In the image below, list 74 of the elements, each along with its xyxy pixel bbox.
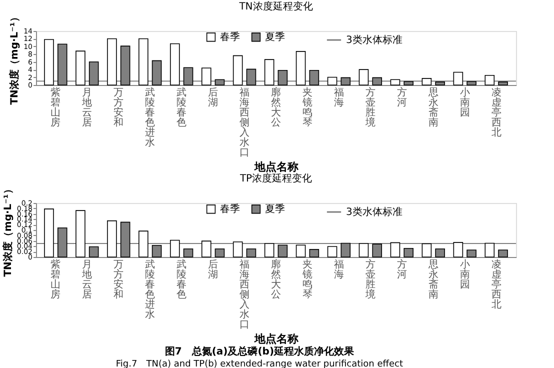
legend-label: 春季 (220, 31, 240, 44)
bar (390, 79, 400, 86)
bar (358, 243, 369, 258)
x-tick-label: 紫碧山房 (50, 258, 61, 300)
bar (358, 69, 369, 86)
x-tick-label: 武陵春色进水 (145, 258, 156, 320)
bar (107, 220, 117, 258)
x-tick-label: 武陵春色 (176, 86, 187, 128)
x-tick-label: 小南园 (460, 86, 470, 118)
chart-title: TP浓度延程变化 (238, 172, 312, 185)
legend-label: 夏季 (265, 203, 285, 216)
bar (201, 68, 212, 86)
x-tick-label: 思永斋南 (427, 260, 438, 300)
x-tick-label: 廓然大公 (271, 86, 281, 128)
bar (484, 74, 495, 86)
x-tick-label: 武陵春色进水 (145, 86, 156, 148)
bar (422, 78, 432, 86)
x-tick-label: 方壶胜境 (364, 258, 376, 300)
bar (390, 242, 400, 258)
bar (170, 240, 180, 258)
x-tick-label: 方河 (396, 86, 407, 108)
legend-label: 3类水体标准 (346, 206, 402, 218)
x-tick-label: 紫碧山房 (50, 86, 61, 128)
bar (138, 38, 148, 86)
x-tick-label: 方壶胜境 (364, 86, 376, 128)
x-tick-label: 夹镜鸣琴 (301, 86, 312, 128)
bar (76, 210, 86, 258)
y-axis-title: TN浓度（mg·L⁻¹） (2, 184, 14, 277)
bar (170, 43, 180, 86)
bar (232, 55, 243, 86)
x-tick-label: 凌虚亭西北 (491, 258, 502, 310)
x-tick-label: 凌虚亭西北 (491, 86, 502, 138)
x-tick-label: 月地云居 (81, 260, 92, 300)
bar (327, 76, 338, 86)
bar (232, 241, 243, 258)
bar (138, 230, 148, 258)
legend-label: 春季 (220, 203, 240, 216)
x-tick-label: 万方安和 (114, 88, 124, 128)
x-tick-label: 夹镜鸣琴 (301, 258, 312, 300)
x-axis-title: 地点名称 (254, 332, 300, 346)
x-tick-label: 小南园 (460, 258, 470, 290)
bar (264, 243, 274, 258)
bar (44, 39, 54, 86)
bar (76, 50, 86, 86)
bar (453, 72, 464, 86)
y-axis-title: TN浓度（mg·L⁻¹） (8, 12, 21, 105)
x-tick-label: 万方安和 (114, 260, 124, 300)
x-tick-label: 福海西侧入水口 (240, 86, 250, 158)
caption: Fig.7 TN(a) and TP(b) extended-range water purification effect (116, 360, 404, 368)
legend-label: 3类水体标准 (346, 34, 402, 46)
x-tick-label: 方河 (396, 258, 407, 280)
bar (44, 208, 54, 258)
chart-title: TN浓度延程变化 (238, 0, 313, 13)
bar (201, 240, 212, 258)
bar (264, 59, 274, 86)
bar (327, 246, 338, 258)
x-tick-label: 思永斋南 (427, 88, 438, 128)
x-tick-label: 后湖 (208, 258, 218, 280)
bar (296, 244, 306, 258)
bar (484, 242, 495, 258)
legend-label: 夏季 (265, 31, 285, 44)
x-tick-label: 武陵春色 (176, 258, 187, 300)
bar (422, 243, 432, 258)
x-tick-label: 福海 (334, 258, 344, 280)
bar (107, 38, 117, 86)
x-tick-label: 后湖 (208, 86, 218, 108)
x-tick-label: 福海西侧入水口 (240, 258, 250, 330)
bar (296, 51, 306, 86)
x-axis-title: 地点名称 (254, 160, 300, 174)
caption: 图7 总氮(a)及总磷(b)延程水质净化效果 (164, 346, 356, 358)
x-tick-label: 月地云居 (81, 88, 92, 128)
bar (453, 242, 464, 258)
x-tick-label: 廓然大公 (271, 258, 281, 300)
x-tick-label: 福海 (334, 86, 344, 108)
